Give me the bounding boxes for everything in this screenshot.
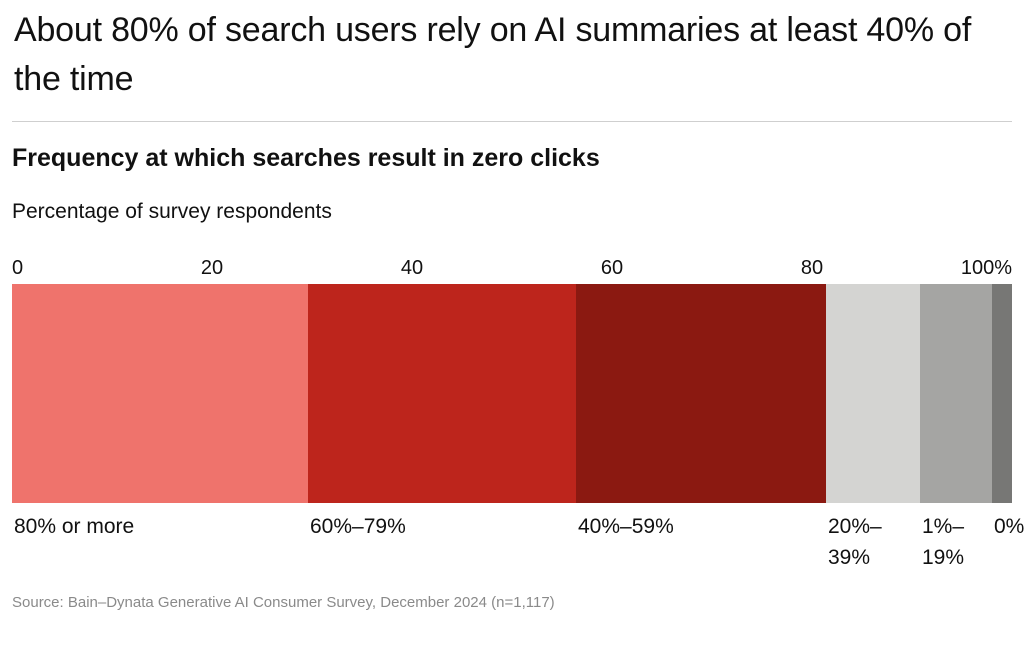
axis-ticks: 0 20 40 60 80 100% [12, 257, 1012, 279]
category-label-3: 20%– 39% [828, 515, 882, 569]
source-note: Source: Bain–Dynata Generative AI Consum… [12, 594, 555, 611]
tick-label-20: 20 [201, 257, 223, 279]
category-label-5: 0% [994, 515, 1024, 538]
tick-label-40: 40 [401, 257, 423, 279]
category-label-2: 40%–59% [578, 515, 674, 538]
bar-segment-2 [576, 284, 826, 503]
tick-label-100: 100% [961, 257, 1012, 279]
bar-segment-5 [992, 284, 1012, 503]
tick-label-0: 0 [12, 257, 23, 279]
category-labels: 80% or more 60%–79% 40%–59% 20%– 39% 1%– 19% 0% [14, 515, 1024, 569]
bar-segment-1 [308, 284, 576, 503]
divider [12, 121, 1012, 122]
unit-label: Percentage of survey respondents [12, 200, 332, 223]
tick-label-80: 80 [801, 257, 823, 279]
bar-segments [12, 284, 1012, 503]
bar-segment-0 [12, 284, 308, 503]
bar-segment-4 [920, 284, 992, 503]
bar-segment-3 [826, 284, 920, 503]
chart-title: Frequency at which searches result in ze… [12, 144, 600, 172]
headline: About 80% of search users rely on AI sum… [14, 11, 972, 98]
category-label-1: 60%–79% [310, 515, 406, 538]
category-label-0: 80% or more [14, 515, 134, 538]
category-label-4: 1%– 19% [922, 515, 964, 569]
stacked-bar-chart: 0 20 40 60 80 100% 80% or more 60%–79% 40%–59% 2… [12, 257, 1024, 569]
tick-label-60: 60 [601, 257, 623, 279]
